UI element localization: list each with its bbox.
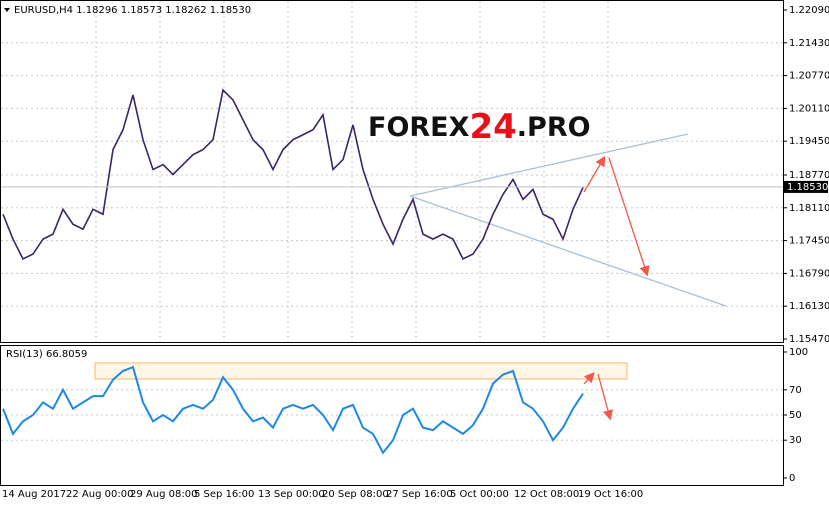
- x-tick-label: 20 Sep 08:00: [322, 489, 389, 500]
- x-tick-label: 19 Oct 16:00: [578, 489, 643, 500]
- price-line: [2, 88, 584, 261]
- x-tick-label: 5 Oct 00:00: [450, 489, 509, 500]
- y-tick-label: 70: [789, 385, 802, 396]
- rsi-line: [2, 365, 584, 455]
- y-tick-label: 1.19450: [789, 136, 829, 147]
- x-tick-label: 13 Sep 00:00: [258, 489, 325, 500]
- rsi-arrow-down: [597, 373, 613, 421]
- trendline-lower: [409, 195, 727, 307]
- x-tick-label: 22 Aug 00:00: [66, 489, 133, 500]
- logo: FOREX24.PRO: [368, 107, 591, 147]
- rsi-arrow-up: [583, 372, 595, 385]
- rsi-zone: [94, 362, 628, 380]
- y-tick-label: 1.20110: [789, 103, 829, 114]
- last-price-label: 1.18530: [787, 182, 828, 193]
- logo-part: 24: [469, 107, 516, 147]
- arrow-down: [608, 157, 650, 277]
- x-tick-label: 5 Sep 16:00: [194, 489, 254, 500]
- y-tick-label: 1.18110: [789, 203, 829, 214]
- arrow-up: [583, 155, 606, 193]
- y-tick-label: 30: [789, 435, 802, 446]
- last-price-box: [784, 180, 828, 193]
- price-panel: [0, 0, 784, 343]
- x-tick-label: 12 Oct 08:00: [514, 489, 579, 500]
- y-tick-label: 50: [789, 410, 802, 421]
- rsi-title: RSI(13) 66.8059: [6, 349, 87, 360]
- dropdown-icon: [4, 8, 10, 12]
- trendline-upper: [409, 133, 689, 197]
- y-tick-label: 1.15470: [789, 334, 829, 345]
- y-tick-label: 100: [789, 347, 808, 358]
- y-tick-label: 1.17450: [789, 236, 829, 247]
- y-tick-label: 1.20770: [789, 71, 829, 82]
- y-tick-label: 0: [789, 473, 795, 484]
- x-tick-label: 14 Aug 2017: [2, 489, 66, 500]
- y-tick-label: 1.18770: [789, 170, 829, 181]
- symbol-info: EURUSD,H4 1.18296 1.18573 1.18262 1.1853…: [14, 5, 251, 16]
- logo-part: .PRO: [517, 112, 591, 143]
- x-tick-label: 29 Aug 08:00: [130, 489, 197, 500]
- x-tick-label: 27 Sep 16:00: [386, 489, 453, 500]
- y-tick-label: 1.16130: [789, 301, 829, 312]
- logo-part: FOREX: [368, 112, 470, 143]
- y-tick-label: 1.16790: [789, 268, 829, 279]
- y-tick-label: 1.21430: [789, 38, 829, 49]
- y-tick-label: 1.22090: [789, 5, 829, 16]
